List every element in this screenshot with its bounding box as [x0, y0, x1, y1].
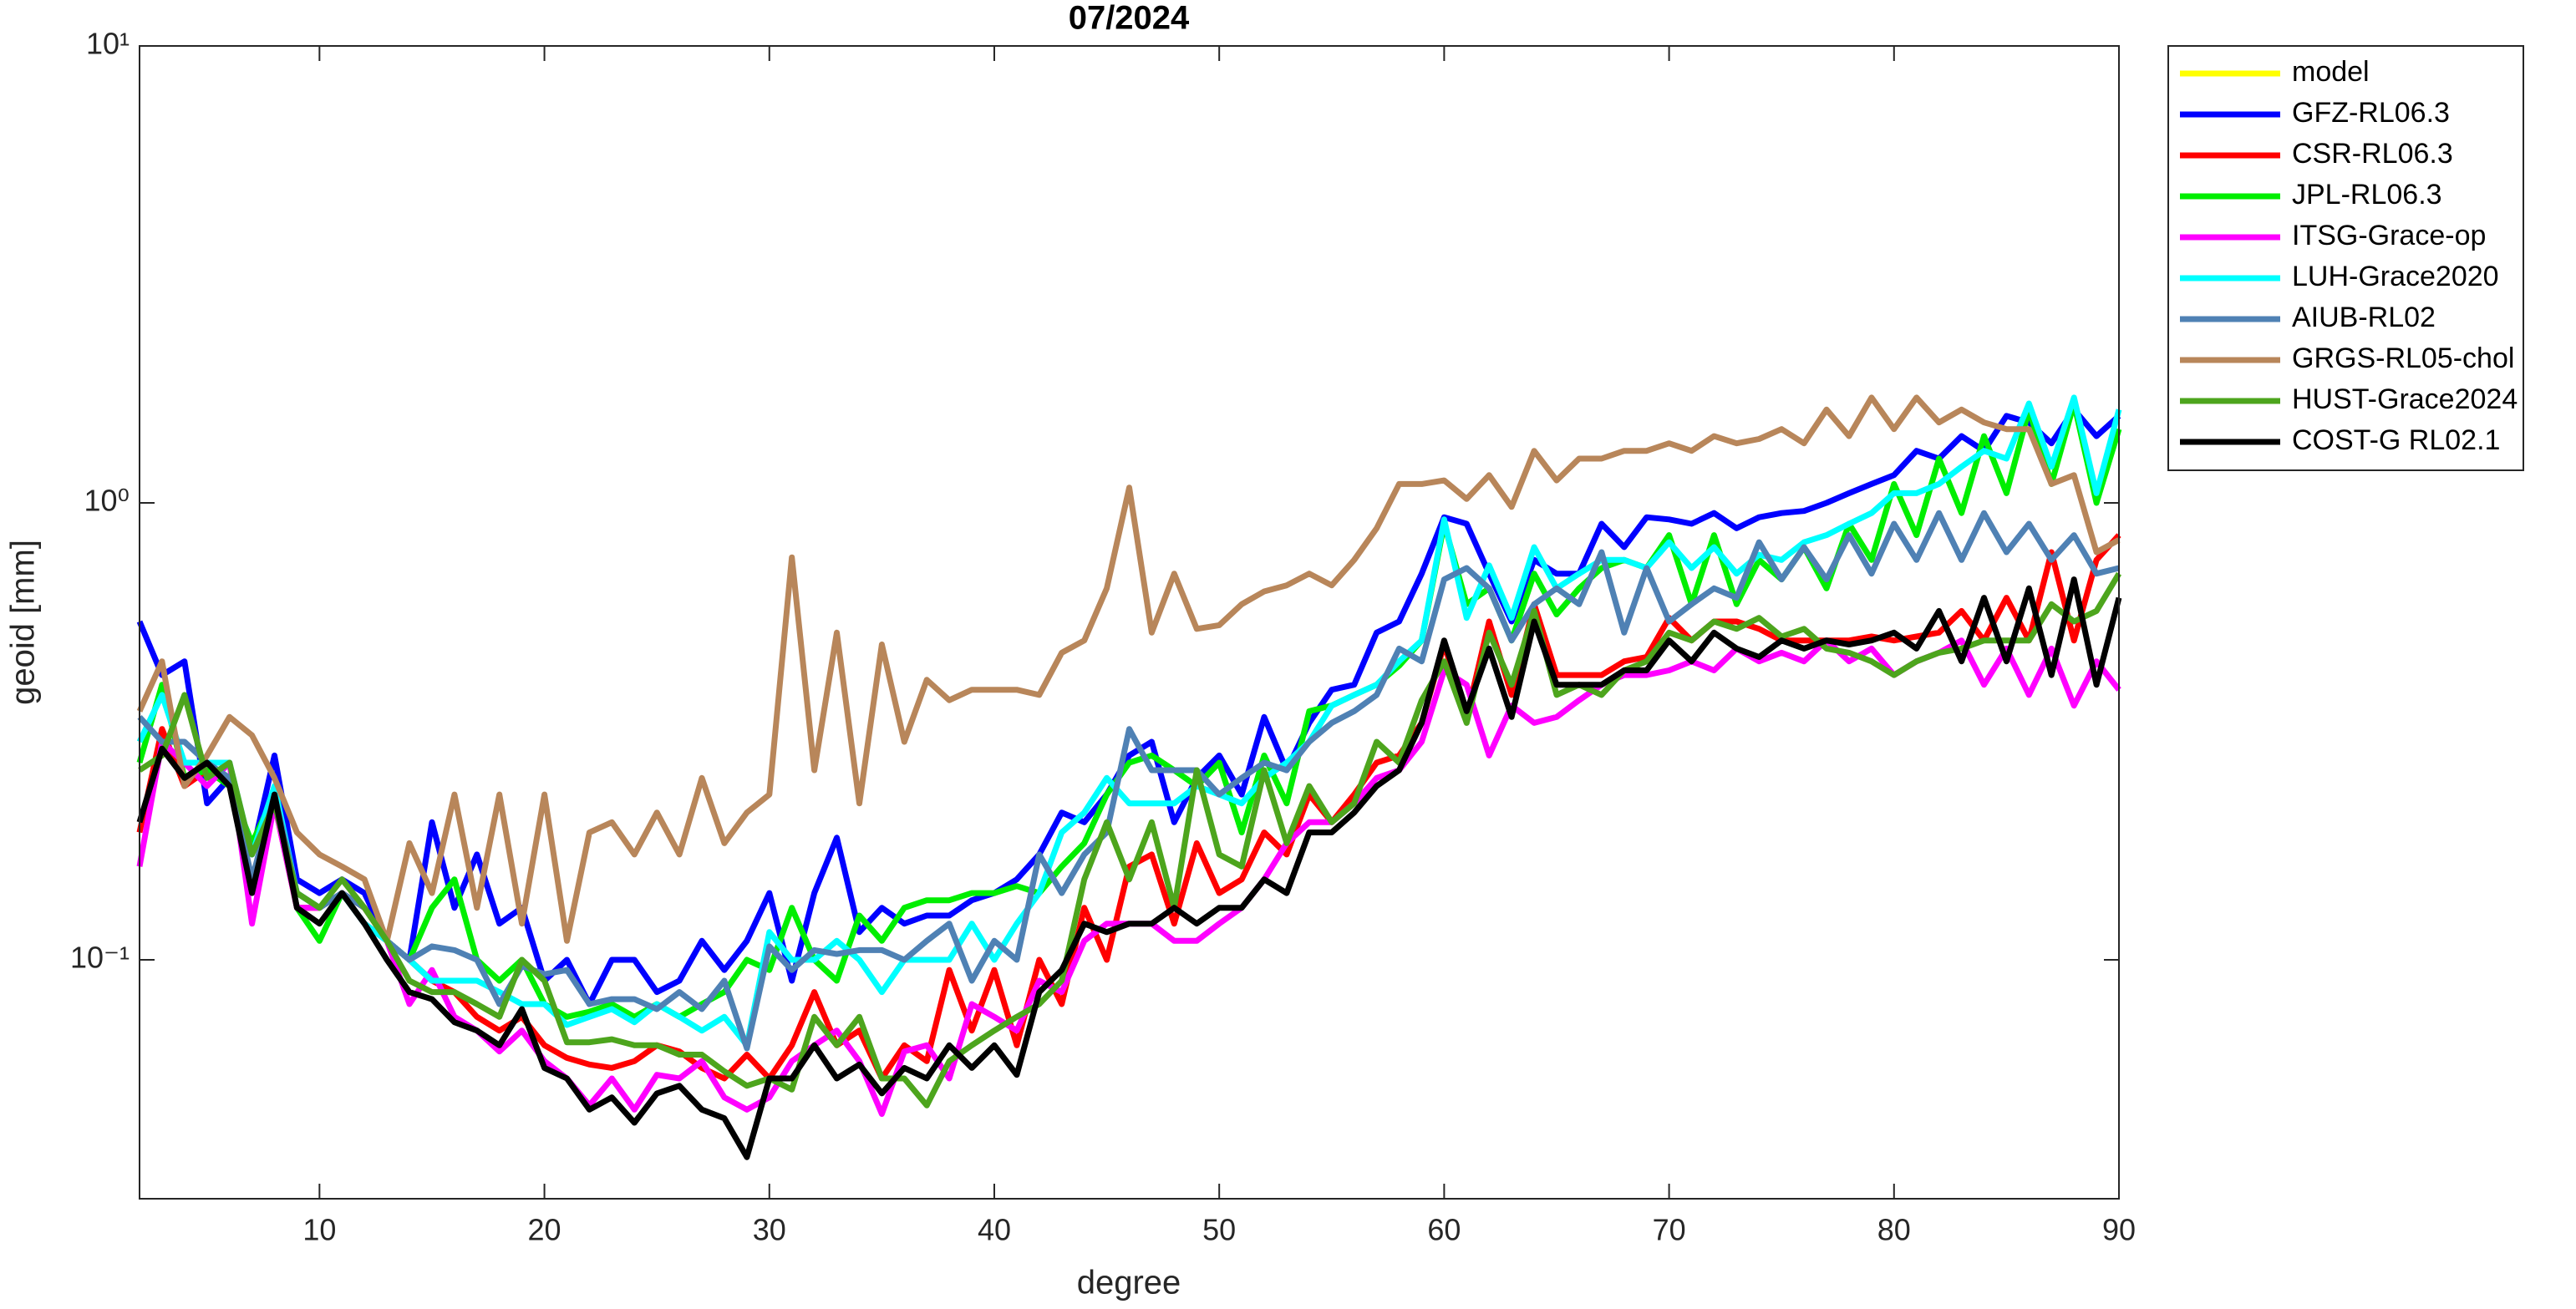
legend-label: CSR-RL06.3 [2292, 138, 2453, 170]
series-line [138, 571, 2121, 1109]
x-axis-label: degree [1077, 1265, 1181, 1301]
y-tick-label: 10¹ [86, 27, 130, 61]
chart-title: 07/2024 [1069, 0, 1190, 37]
y-tick-label: 10⁻¹ [70, 941, 130, 975]
legend-label: model [2292, 56, 2370, 88]
x-tick-label: 10 [302, 1213, 336, 1247]
series-line [136, 394, 2122, 1048]
legend-label: ITSG-Grace-op [2292, 220, 2486, 251]
y-tick-label: 10⁰ [84, 484, 130, 518]
x-tick-label: 60 [1427, 1213, 1461, 1247]
series-line [136, 394, 2121, 944]
series-line [136, 576, 2122, 1160]
x-tick-label: 80 [1877, 1213, 1911, 1247]
legend-label: HUST-Grace2024 [2292, 383, 2518, 415]
x-tick-label: 50 [1202, 1213, 1236, 1247]
legend-label: AIUB-RL02 [2292, 302, 2436, 333]
y-axis-label: geoid [mm] [5, 540, 42, 705]
x-tick-label: 90 [2102, 1213, 2136, 1247]
legend-label: GRGS-RL05-chol [2292, 342, 2514, 374]
legend-label: LUH-Grace2020 [2292, 261, 2499, 292]
legend-label: GFZ-RL06.3 [2292, 97, 2450, 129]
series-line [137, 510, 2120, 1052]
plot-frame [139, 45, 2120, 1200]
x-tick-label: 30 [753, 1213, 786, 1247]
legend-label: JPL-RL06.3 [2292, 179, 2442, 211]
x-tick-label: 70 [1653, 1213, 1686, 1247]
x-tick-label: 20 [528, 1213, 561, 1247]
x-tick-label: 40 [978, 1213, 1011, 1247]
legend-label: COST-G RL02.1 [2292, 424, 2500, 456]
